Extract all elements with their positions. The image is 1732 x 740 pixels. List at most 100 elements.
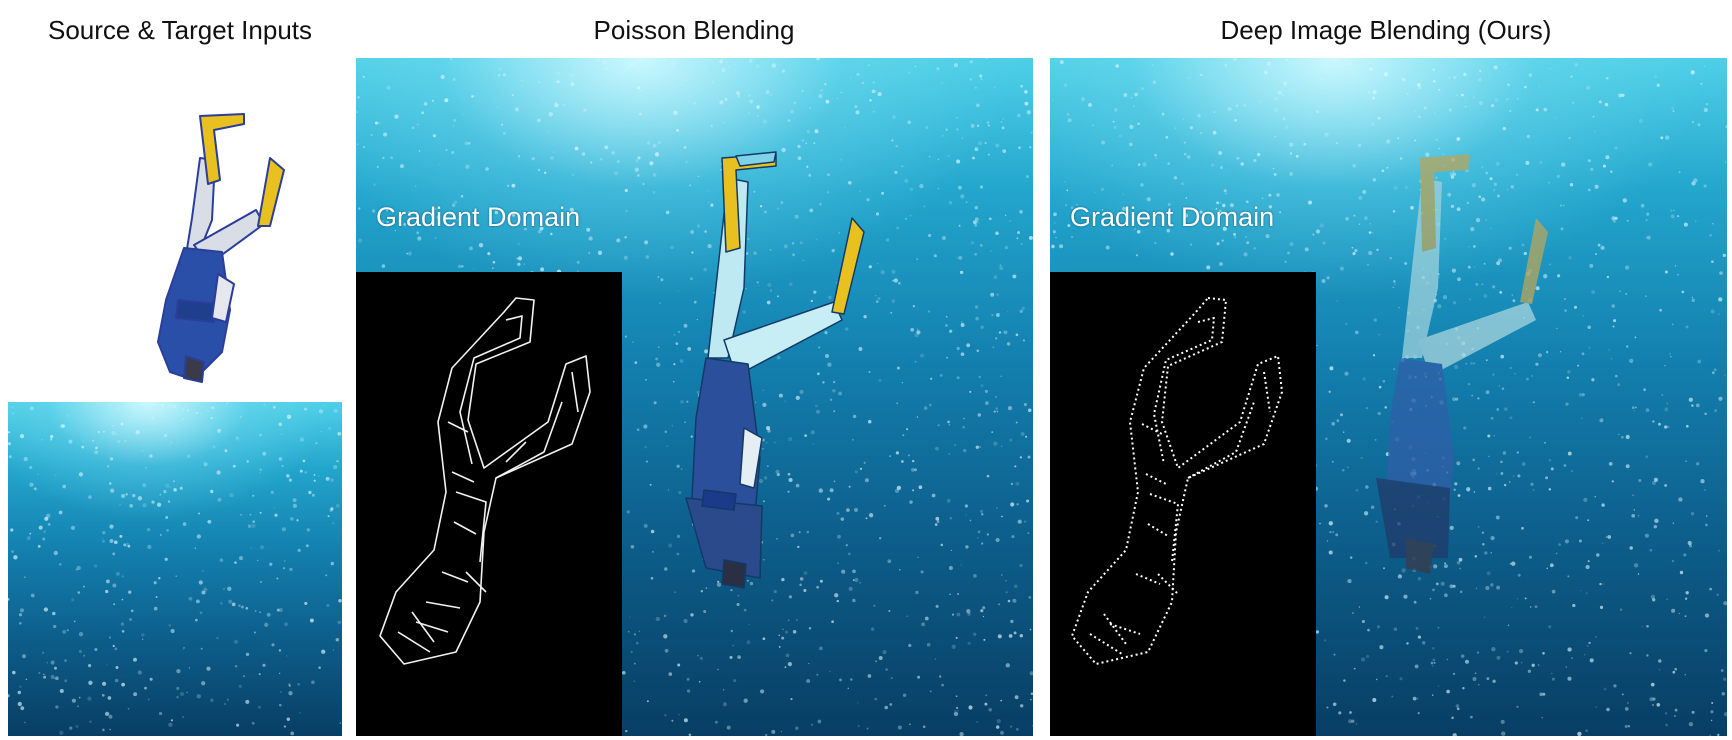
bubble — [776, 538, 778, 540]
bubble — [1685, 460, 1687, 463]
bubble — [94, 450, 99, 455]
bubble — [832, 389, 836, 393]
bubble — [816, 409, 820, 414]
bubble — [690, 613, 694, 617]
bubble — [1697, 359, 1702, 364]
bubble — [29, 465, 33, 470]
bubble — [877, 297, 881, 300]
bubble — [1335, 60, 1337, 63]
bubble — [1289, 171, 1294, 176]
bubble — [1579, 589, 1582, 592]
bubble — [678, 491, 682, 495]
bubble — [1678, 497, 1683, 502]
bubble — [292, 503, 297, 508]
bubble — [1312, 233, 1315, 236]
bubble — [822, 381, 825, 384]
bubble — [201, 590, 206, 595]
bubble — [478, 243, 484, 248]
bubble — [1723, 677, 1727, 681]
bubble — [1010, 725, 1013, 728]
bubble — [234, 665, 238, 668]
bubble — [1714, 409, 1718, 413]
bubble — [871, 89, 876, 94]
bubble — [763, 500, 765, 503]
bubble — [531, 156, 535, 161]
bubble — [1466, 201, 1469, 204]
bubble — [1677, 215, 1680, 218]
bubble — [1602, 164, 1606, 168]
bubble — [1070, 235, 1074, 239]
bubble — [29, 532, 32, 535]
bubble — [838, 391, 843, 396]
bubble — [93, 564, 98, 568]
bubble — [1709, 734, 1712, 736]
bubble — [94, 647, 98, 652]
bubble — [1010, 482, 1014, 486]
bubble — [965, 201, 968, 203]
bubble — [290, 517, 294, 521]
bubble — [642, 182, 645, 186]
bubble — [1464, 105, 1467, 108]
bubble — [847, 687, 850, 690]
bubble — [199, 611, 203, 615]
bubble — [868, 370, 871, 374]
bubble — [108, 636, 112, 639]
bubble — [1456, 707, 1460, 711]
bubble — [1495, 515, 1500, 520]
bubble — [818, 93, 823, 99]
bubble — [202, 570, 204, 572]
bubble — [966, 609, 971, 614]
bubble — [825, 99, 830, 104]
bubble — [1613, 684, 1617, 688]
bubble — [1075, 203, 1078, 206]
bubble — [996, 293, 999, 296]
bubble — [958, 255, 963, 260]
bubble — [864, 478, 869, 483]
bubble — [776, 207, 780, 210]
bubble — [1567, 647, 1572, 652]
bubble — [956, 257, 959, 259]
bubble — [281, 527, 286, 532]
bubble — [717, 580, 720, 583]
bubble — [216, 470, 221, 475]
bubble — [19, 685, 22, 688]
bubble — [948, 200, 953, 205]
bubble — [969, 60, 973, 64]
bubble — [1688, 544, 1693, 548]
bubble — [1000, 445, 1003, 448]
bubble — [538, 169, 541, 172]
bubble — [24, 576, 26, 578]
bubble — [677, 663, 681, 667]
bubble — [790, 109, 795, 114]
bubble — [666, 445, 669, 448]
bubble — [664, 567, 668, 571]
bubble — [1685, 325, 1689, 329]
bubble — [8, 597, 10, 601]
bubble — [1495, 472, 1498, 475]
bubble — [75, 568, 78, 571]
bubble — [1578, 392, 1583, 397]
bubble — [1167, 162, 1170, 165]
bubble — [283, 725, 287, 728]
bubble — [386, 209, 389, 212]
bubble — [1030, 692, 1033, 696]
bubble — [1371, 96, 1376, 100]
bubble — [1532, 401, 1535, 404]
bubble — [25, 678, 28, 681]
bubble — [712, 81, 715, 84]
bubble — [977, 536, 979, 539]
bubble — [523, 263, 526, 265]
bubble — [974, 305, 979, 309]
bubble — [1569, 183, 1574, 187]
bubble — [1386, 139, 1391, 144]
bubble — [1452, 100, 1454, 102]
bubble — [882, 650, 887, 655]
bubble — [1481, 197, 1486, 202]
bubble — [834, 593, 839, 598]
bubble — [1594, 495, 1597, 498]
bubble — [179, 486, 183, 490]
bubble — [259, 433, 262, 437]
bubble — [981, 513, 984, 516]
bubble — [491, 267, 494, 270]
bubble — [773, 441, 776, 444]
